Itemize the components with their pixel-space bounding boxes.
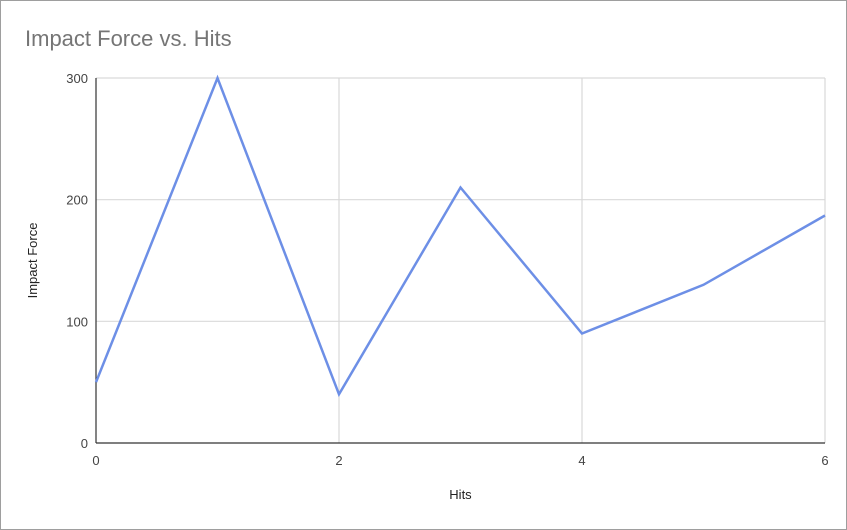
y-tick-label: 300 [66,71,88,86]
tick-labels: 0 100 200 300 0 2 4 6 [66,71,828,468]
x-tick-label: 6 [821,453,828,468]
y-tick-label: 200 [66,193,88,208]
y-tick-label: 100 [66,314,88,329]
x-tick-label: 4 [578,453,585,468]
x-axis-title: Hits [449,487,472,502]
y-axis-title: Impact Force [25,223,40,299]
x-tick-label: 2 [335,453,342,468]
gridlines [96,77,826,443]
x-tick-label: 0 [92,453,99,468]
series-lines [94,74,826,398]
chart-title: Impact Force vs. Hits [25,26,232,51]
series-line [94,74,826,398]
y-tick-label: 0 [81,436,88,451]
axes [95,78,825,444]
